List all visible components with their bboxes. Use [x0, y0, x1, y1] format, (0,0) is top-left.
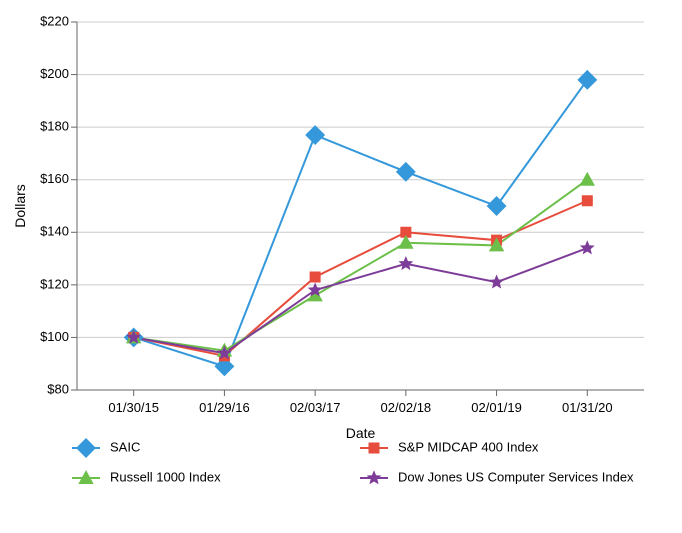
x-tick-label: 01/30/15: [108, 400, 159, 415]
x-tick-label: 01/29/16: [199, 400, 250, 415]
legend-label: S&P MIDCAP 400 Index: [398, 439, 539, 454]
y-tick-label: $180: [40, 119, 69, 134]
y-tick-label: $140: [40, 224, 69, 239]
y-tick-label: $160: [40, 171, 69, 186]
x-tick-label: 02/03/17: [290, 400, 341, 415]
legend-item: Dow Jones US Computer Services Index: [360, 469, 634, 484]
y-tick-label: $220: [40, 13, 69, 28]
x-axis-title: Date: [346, 425, 376, 441]
series-marker: [310, 272, 320, 282]
y-tick-label: $100: [40, 329, 69, 344]
x-tick-label: 02/02/18: [381, 400, 432, 415]
line-chart-svg: $80 $100 $120 $140 $160 $180 $200 $220 01/30/15 0…: [0, 0, 682, 533]
legend-label: Dow Jones US Computer Services Index: [398, 469, 634, 484]
legend-label: SAIC: [110, 439, 140, 454]
legend-label: Russell 1000 Index: [110, 469, 221, 484]
x-tick-label: 02/01/19: [471, 400, 522, 415]
chart-container: $80 $100 $120 $140 $160 $180 $200 $220 01/30/15 0…: [0, 0, 682, 533]
x-tick-label: 01/31/20: [562, 400, 613, 415]
y-tick-label: $120: [40, 276, 69, 291]
y-tick-label: $80: [47, 381, 69, 396]
series-marker: [582, 196, 592, 206]
y-tick-label: $200: [40, 66, 69, 81]
y-axis-title: Dollars: [12, 184, 28, 228]
